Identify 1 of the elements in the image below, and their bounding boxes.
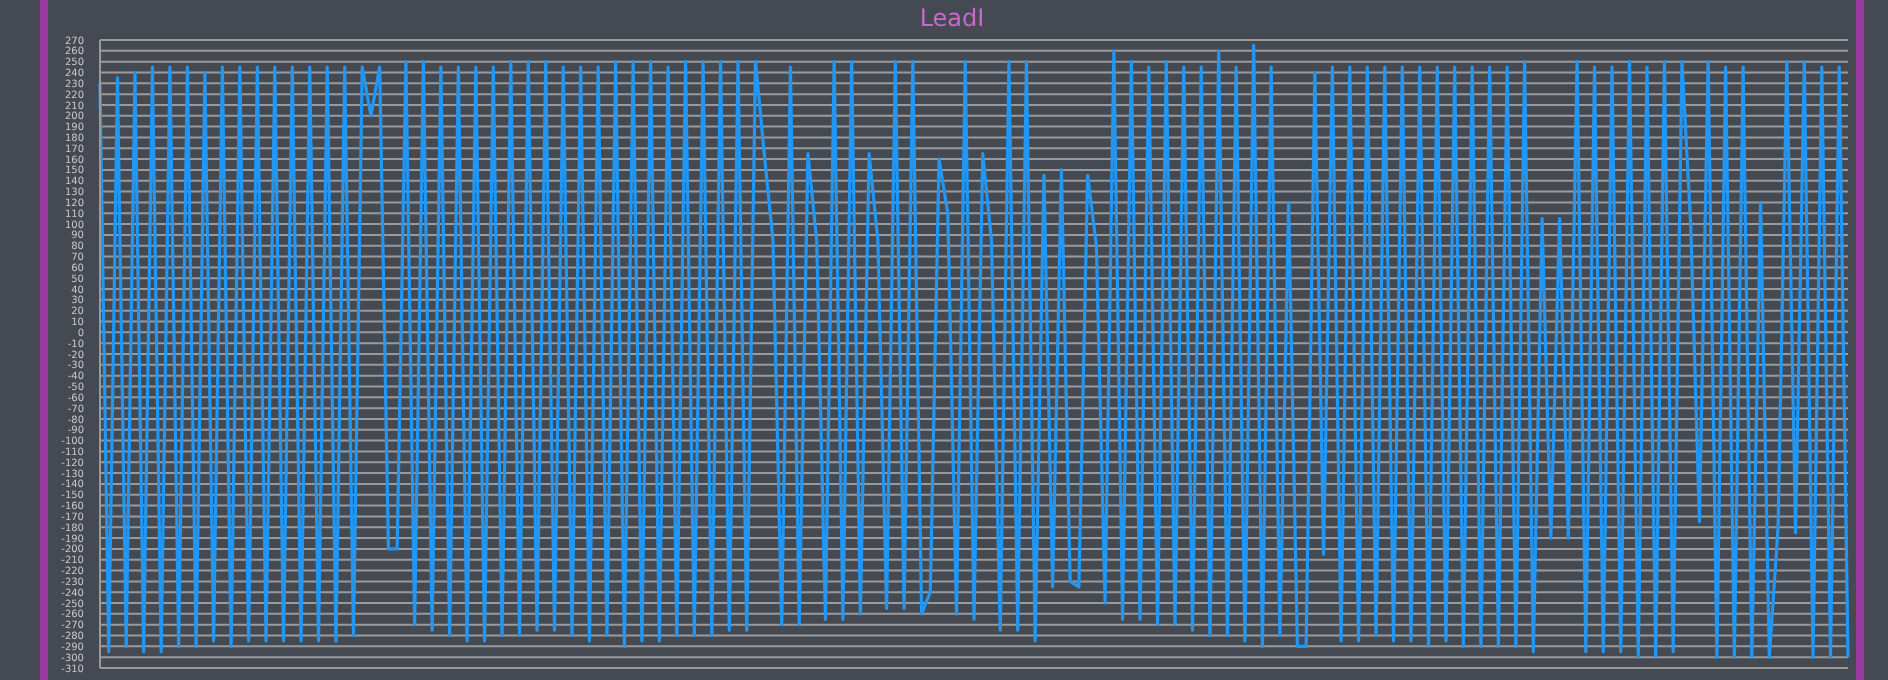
- chart-title: LeadI: [917, 4, 987, 32]
